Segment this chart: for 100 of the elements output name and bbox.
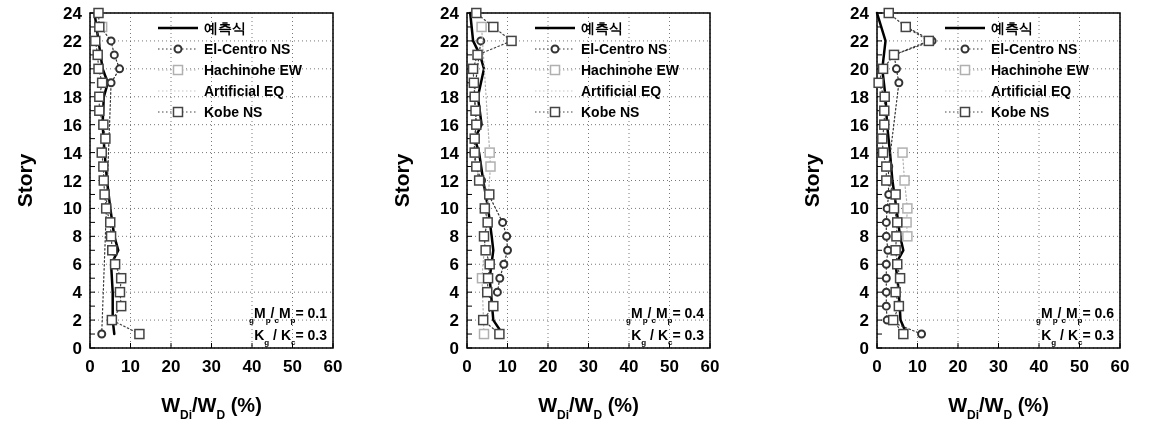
point xyxy=(894,272,906,284)
point xyxy=(473,175,485,186)
x-tick-label: 10 xyxy=(908,357,927,376)
point xyxy=(499,259,509,269)
legend-label: Kobe NS xyxy=(581,104,640,120)
point xyxy=(484,189,495,200)
point xyxy=(99,189,110,200)
point xyxy=(485,161,496,172)
x-tick-label: 0 xyxy=(85,357,95,376)
x-tick-label: 40 xyxy=(1029,357,1049,376)
point xyxy=(923,35,935,47)
point xyxy=(114,286,126,298)
point xyxy=(468,77,480,89)
point xyxy=(98,119,109,130)
legend-label: Kobe NS xyxy=(991,104,1050,120)
x-tick-label: 50 xyxy=(1070,357,1089,376)
point xyxy=(877,63,889,75)
y-tick-label: 8 xyxy=(859,227,869,247)
x-tick-label: 0 xyxy=(462,357,472,376)
point xyxy=(93,7,104,19)
y-tick-label: 4 xyxy=(72,283,83,303)
point xyxy=(873,77,884,89)
point xyxy=(891,231,902,242)
x-tick-label: 30 xyxy=(989,357,1008,376)
point xyxy=(115,64,125,74)
y-axis-title: Story xyxy=(800,153,823,208)
legend-label: Artificial EQ xyxy=(991,83,1072,99)
y-tick-label: 0 xyxy=(859,339,869,358)
x-tick-label: 60 xyxy=(1110,357,1130,376)
point xyxy=(484,147,495,158)
legend-label: 예측식 xyxy=(204,20,246,36)
point xyxy=(93,63,104,75)
point xyxy=(902,231,913,242)
y-tick-label: 20 xyxy=(63,59,82,79)
point xyxy=(115,300,127,312)
point xyxy=(899,175,910,186)
point xyxy=(472,49,483,61)
point xyxy=(897,147,908,158)
point xyxy=(96,77,108,89)
point xyxy=(482,272,494,284)
legend-label: Kobe NS xyxy=(204,104,263,120)
x-tick-label: 20 xyxy=(161,357,181,376)
x-tick-label: 20 xyxy=(538,357,558,376)
point xyxy=(879,105,890,116)
point xyxy=(97,329,107,339)
point xyxy=(109,50,119,60)
y-tick-label: 22 xyxy=(63,31,82,51)
point xyxy=(109,259,121,270)
point xyxy=(92,49,103,61)
legend-label: Hachinohe EW xyxy=(581,62,680,78)
point xyxy=(100,203,112,214)
point xyxy=(484,259,495,270)
y-tick-label: 16 xyxy=(63,115,82,135)
point xyxy=(877,147,889,158)
x-tick-label: 40 xyxy=(619,357,639,376)
legend-label: Artificial EQ xyxy=(581,83,662,99)
point xyxy=(894,78,904,88)
y-tick-label: 12 xyxy=(63,171,82,191)
y-tick-label: 20 xyxy=(440,59,459,79)
point xyxy=(105,217,116,228)
y-tick-label: 8 xyxy=(72,227,82,247)
y-tick-label: 10 xyxy=(63,199,82,219)
annotation: $_{g}$M$_{p}$/$_{c}$M$_{p}$= 0.6 xyxy=(1036,305,1115,325)
y-tick-label: 18 xyxy=(440,87,459,107)
point xyxy=(467,63,479,75)
y-tick-label: 6 xyxy=(859,255,869,275)
point xyxy=(877,133,888,144)
x-tick-label: 30 xyxy=(202,357,221,376)
point xyxy=(495,273,505,283)
y-tick-label: 10 xyxy=(850,199,869,219)
point xyxy=(506,35,517,47)
y-tick-label: 2 xyxy=(449,311,459,331)
point xyxy=(890,245,901,256)
point xyxy=(477,314,489,326)
point xyxy=(902,203,913,214)
y-tick-label: 16 xyxy=(440,115,459,135)
point xyxy=(502,231,512,241)
point xyxy=(105,231,117,242)
point xyxy=(893,300,905,312)
y-axis-title: Story xyxy=(13,153,36,208)
point xyxy=(898,328,909,340)
point xyxy=(482,217,493,228)
point xyxy=(879,119,890,130)
x-tick-label: 50 xyxy=(660,357,679,376)
y-tick-label: 0 xyxy=(449,339,459,358)
point xyxy=(94,91,105,102)
x-tick-label: 60 xyxy=(700,357,720,376)
y-tick-label: 4 xyxy=(859,283,870,303)
y-axis-title: Story xyxy=(390,153,413,208)
point xyxy=(107,245,118,256)
point xyxy=(488,21,499,33)
x-tick-label: 30 xyxy=(579,357,598,376)
point xyxy=(881,273,891,283)
point xyxy=(494,328,505,340)
y-tick-label: 14 xyxy=(850,143,870,163)
point xyxy=(503,245,512,255)
y-tick-label: 22 xyxy=(440,31,459,51)
y-tick-label: 14 xyxy=(63,143,83,163)
legend-label: El-Centro NS xyxy=(991,41,1078,57)
y-tick-label: 24 xyxy=(440,4,460,23)
